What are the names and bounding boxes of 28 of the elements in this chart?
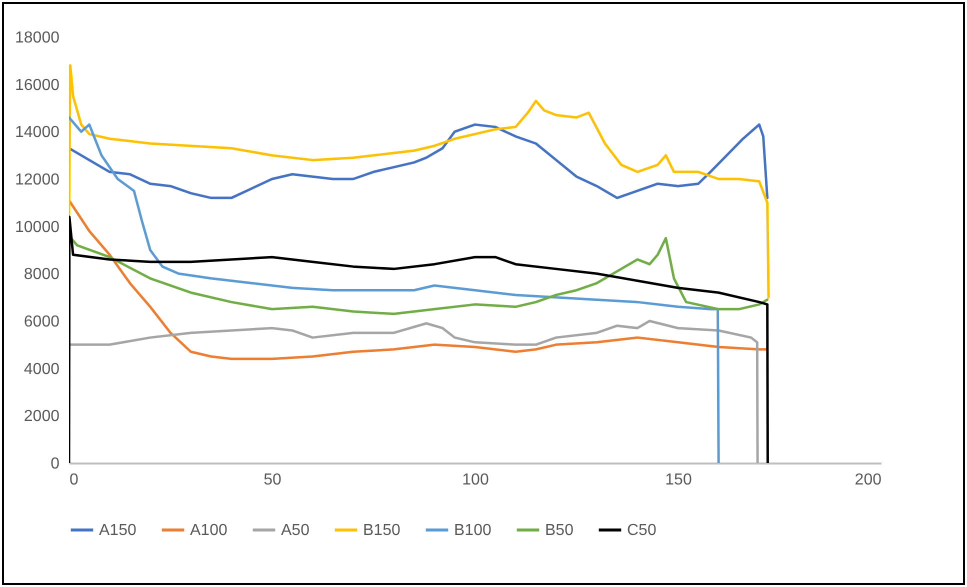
line-series	[69, 116, 720, 463]
y-tick-label: 12000	[15, 172, 60, 188]
x-tick-label: 200	[854, 472, 882, 488]
legend-label: B50	[545, 522, 574, 539]
legend-label: B150	[363, 522, 400, 539]
line-series	[69, 216, 769, 463]
x-tick-label: 150	[665, 472, 692, 488]
y-tick-label: 4000	[24, 360, 60, 378]
y-tick-label: 2000	[24, 408, 60, 426]
y-tick-label: 10000	[15, 218, 60, 236]
y-tick-label: 0	[50, 456, 60, 472]
line-series	[69, 64, 770, 299]
line-series	[69, 123, 769, 200]
y-tick-label: 8000	[24, 266, 60, 284]
x-tick-label: 0	[70, 472, 78, 488]
legend-label: A100	[190, 522, 228, 539]
y-tick-label: 14000	[15, 124, 60, 142]
legend-label: A150	[99, 522, 136, 539]
legend-label: C50	[627, 522, 656, 539]
y-tick-label: 18000	[15, 30, 60, 46]
y-tick-label: 16000	[15, 76, 60, 94]
x-tick-label: 50	[264, 472, 282, 488]
legend-label: A50	[281, 522, 310, 539]
x-tick-label: 100	[462, 472, 489, 488]
line-series	[69, 320, 759, 463]
legend-label: B100	[454, 522, 492, 539]
line-series	[69, 199, 769, 360]
y-tick-label: 6000	[24, 314, 60, 330]
